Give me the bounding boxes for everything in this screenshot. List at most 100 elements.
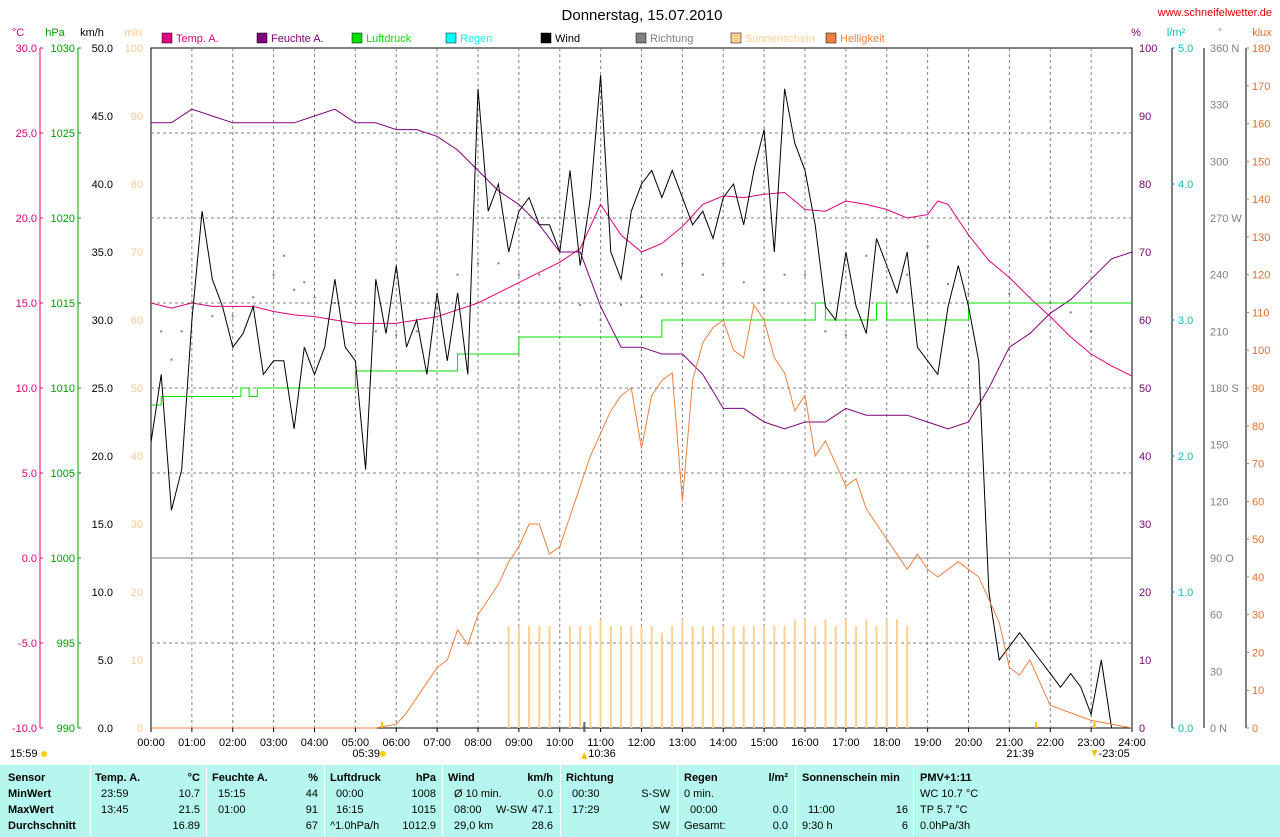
sun-icon	[41, 751, 47, 757]
direction-dot	[180, 330, 183, 333]
stats-pressure-max-time: 16:15	[336, 804, 364, 816]
brightness-line	[151, 303, 1133, 729]
stats-pressure-max-val: 1015	[411, 804, 436, 816]
direction-dot	[783, 273, 786, 276]
direction-dot	[947, 283, 950, 286]
axis-unit-label: km/h	[80, 27, 104, 39]
axis-tick-label: 40.0	[92, 179, 113, 191]
axis-tick-label: 1.0	[1178, 587, 1193, 599]
axis-tick-label: 50.0	[92, 43, 113, 55]
direction-dot	[231, 315, 234, 318]
axis-tick-label: 25.0	[92, 383, 113, 395]
direction-dot	[967, 292, 970, 295]
axis-tick-label: 1005	[51, 468, 75, 480]
grid	[151, 48, 1132, 728]
stats-temp-avg: 16.89	[172, 820, 200, 832]
direction-dot	[456, 273, 459, 276]
stats-sunshine-max-val: 16	[895, 804, 908, 816]
axis-tick-label: 0.0	[98, 723, 113, 735]
temperature-line	[150, 191, 1133, 377]
legend: Temp. A. Feuchte A. Luftdruck Regen Wind Rich…	[161, 32, 885, 45]
axis-unit-label: hPa	[45, 27, 65, 39]
x-tick-label: 23:00	[1077, 737, 1105, 749]
direction-dot	[1090, 330, 1093, 333]
legend-label: Feuchte A.	[271, 33, 324, 45]
direction-dot	[865, 254, 868, 257]
axis-unit-label: %	[1131, 27, 1141, 39]
axis-tick-label: 90	[131, 111, 143, 123]
stats-divider	[90, 765, 91, 837]
axis-unit-label: klux	[1252, 27, 1272, 39]
series-lines	[150, 75, 1133, 729]
axis-tick-label: -5.0	[18, 638, 37, 650]
axis-tick-label: 30.0	[92, 315, 113, 327]
axis-tick-label: 990	[57, 723, 75, 735]
axis-tick-label: 995	[57, 638, 75, 650]
axis-tick-label: 30	[1210, 666, 1222, 678]
axis-tick-label: 35.0	[92, 247, 113, 259]
x-tick-label: 18:00	[873, 737, 901, 749]
direction-dot	[558, 286, 561, 289]
axis-tick-label: 70	[1252, 459, 1264, 471]
stats-humidity-max-val: 91	[305, 804, 318, 816]
x-tick-label: 00:00	[137, 737, 165, 749]
stats-pmv-pressure-trend: 0.0hPa/3h	[920, 820, 971, 832]
axis-tick-label: 10.0	[16, 383, 37, 395]
direction-dot	[538, 273, 541, 276]
x-tick-label: 16:00	[791, 737, 819, 749]
axis-tick-label: 360 N	[1210, 43, 1239, 55]
axis-tick-label: 330	[1210, 100, 1228, 112]
axis-unit-label: °C	[12, 27, 24, 39]
stats-temp-min-val: 10.7	[178, 788, 200, 800]
x-tick-label: 19:00	[914, 737, 942, 749]
stats-wind-min-val: 0.0	[537, 788, 553, 800]
stats-avg-label: Durchschnitt	[8, 820, 76, 832]
stats-wind-title: Wind	[448, 772, 475, 784]
stats-divider	[560, 765, 561, 837]
axis-tick-label: 140	[1252, 194, 1270, 206]
axis-tick-label: 50	[131, 383, 143, 395]
direction-dot	[272, 273, 275, 276]
axis-tick-label: 0.0	[1178, 723, 1193, 735]
axis-tick-label: 0	[1252, 723, 1258, 735]
end-icon	[1091, 750, 1098, 757]
legend-label: Temp. A.	[176, 33, 219, 45]
axis-tick-label: 100	[1252, 345, 1270, 357]
stats-divider	[206, 765, 207, 837]
axis-tick-label: 15.0	[16, 298, 37, 310]
axis-tick-label: 20	[1139, 587, 1151, 599]
stats-humidity-unit: %	[308, 772, 318, 784]
direction-dot	[763, 288, 766, 291]
direction-dot	[1028, 296, 1031, 299]
axis-tick-label: 150	[1252, 156, 1270, 168]
axis-tick-label: 4.0	[1178, 179, 1193, 191]
stats-direction-avg: SW	[652, 820, 670, 832]
x-tick-label: 09:00	[505, 737, 533, 749]
legend-swatch	[635, 32, 647, 44]
weather-chart: Donnerstag, 15.07.2010 www.schneifelwett…	[10, 7, 1272, 760]
axis-tick-label: 240	[1210, 270, 1228, 282]
stats-rain-duration: 0 min.	[684, 788, 714, 800]
wind-line	[150, 75, 1113, 729]
axes: 30.025.020.015.010.05.00.0-5.0-10.010301…	[12, 43, 1270, 735]
noon-label: 10:36	[588, 748, 616, 760]
legend-swatch	[540, 32, 552, 44]
chart-title: Donnerstag, 15.07.2010	[562, 7, 723, 24]
axis-tick-label: 30	[131, 519, 143, 531]
stats-sunshine-max-time: 11:00	[808, 804, 835, 816]
direction-dot	[579, 303, 582, 306]
axis-tick-label: 180	[1252, 43, 1270, 55]
stats-direction-title: Richtung	[566, 772, 614, 784]
direction-dot	[926, 245, 929, 248]
axis-tick-label: 60	[131, 315, 143, 327]
x-tick-label: 04:00	[301, 737, 329, 749]
axis-tick-label: 45.0	[92, 111, 113, 123]
site-link[interactable]: www.schneifelwetter.de	[1157, 7, 1272, 19]
axis-tick-label: 3.0	[1178, 315, 1193, 327]
stats-direction-max-time: 17:29	[572, 804, 600, 816]
axis-tick-label: 60	[1210, 610, 1222, 622]
legend-swatch	[256, 32, 268, 44]
axis-tick-label: 50	[1139, 383, 1151, 395]
stats-wind-max-dir: W-SW	[496, 804, 528, 816]
stats-divider	[677, 765, 678, 837]
